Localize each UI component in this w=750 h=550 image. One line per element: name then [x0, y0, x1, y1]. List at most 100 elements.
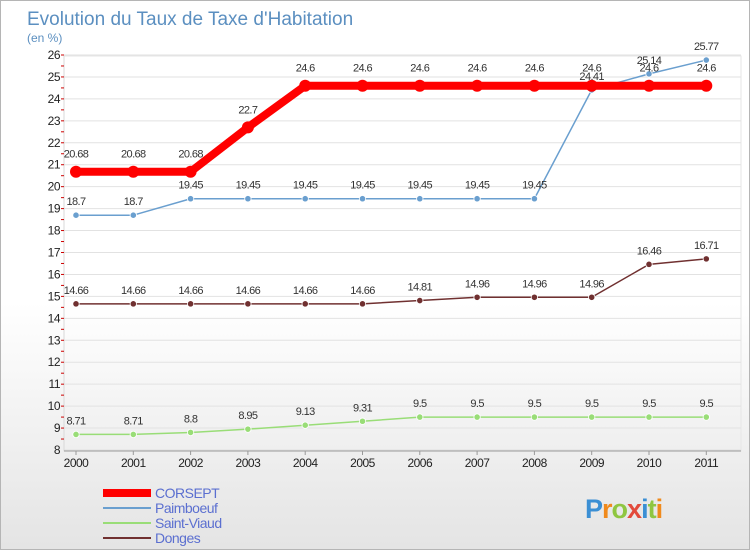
data-point-donges: [129, 300, 137, 308]
series-line-corsept: [76, 81, 707, 176]
data-point-saint-viaud: [358, 417, 367, 425]
y-tick-label: 24: [48, 92, 61, 106]
y-axis-ticks: 8 9 10 11 12 13 14 15 16 17 18 19 20 21 22 23 24 25 26: [48, 48, 62, 457]
series-line-donges: [76, 258, 707, 305]
data-point-paimboeuf: [645, 70, 653, 78]
data-point-saint-viaud: [588, 413, 596, 421]
data-label-paimboeuf: 18.7: [66, 196, 85, 208]
data-label-donges: 14.66: [64, 285, 89, 297]
y-tick-label: 22: [48, 136, 61, 150]
legend-label-paimboeuf: Paimboeuf: [155, 500, 218, 516]
data-point-paimboeuf: [301, 195, 309, 203]
data-point-corsept: [643, 79, 655, 92]
data-label-corsept: 24.6: [525, 63, 544, 75]
data-label-paimboeuf: 25.77: [694, 41, 719, 53]
data-label-donges: 14.66: [178, 285, 203, 297]
data-label-saint-viaud: 8.8: [184, 413, 198, 425]
data-point-corsept: [127, 165, 140, 178]
chart-title: Evolution du Taux de Taxe d'Habitation: [27, 9, 353, 30]
data-label-paimboeuf: 25.14: [637, 55, 662, 67]
data-label-donges: 14.66: [293, 285, 318, 297]
data-label-saint-viaud: 9.5: [642, 398, 656, 410]
data-label-corsept: 24.6: [639, 63, 658, 75]
data-point-donges: [530, 293, 539, 301]
data-point-donges: [702, 255, 710, 263]
data-point-saint-viaud: [416, 413, 424, 421]
x-tick-label: 2010: [637, 456, 663, 470]
data-point-corsept: [184, 165, 197, 178]
data-label-corsept: 20.68: [64, 149, 89, 161]
data-label-donges: 16.46: [637, 245, 662, 257]
data-point-corsept: [70, 165, 82, 178]
data-point-corsept: [356, 79, 369, 92]
logo-letter: r: [602, 494, 613, 524]
data-label-paimboeuf: 24.41: [579, 71, 604, 83]
data-label-donges: 14.66: [350, 285, 375, 297]
legend-label-saint-viaud: Saint-Viaud: [155, 515, 222, 531]
data-point-paimboeuf: [244, 195, 252, 203]
grid: [61, 54, 742, 452]
data-label-corsept: 20.68: [121, 149, 146, 161]
data-point-corsept: [700, 79, 713, 92]
x-tick-label: 2000: [64, 456, 90, 470]
data-point-donges: [358, 300, 367, 308]
data-labels: 8.71 8.71 8.8 8.95 9.13 9.31 9.5 9.5 9.5 9.5 9.5 9.…: [64, 41, 720, 427]
logo-letter: i: [656, 494, 663, 524]
series-line-saint-viaud: [76, 416, 707, 436]
data-point-donges: [416, 296, 424, 305]
y-tick-label: 21: [48, 158, 61, 172]
data-label-donges: 14.81: [408, 282, 433, 294]
data-label-paimboeuf: 19.45: [293, 180, 318, 192]
data-point-donges: [588, 293, 596, 301]
data-point-corsept: [585, 79, 598, 92]
x-tick-label: 2007: [465, 456, 491, 470]
logo-letter: t: [648, 494, 657, 524]
data-point-paimboeuf: [358, 195, 367, 203]
y-tick-label: 18: [48, 224, 61, 238]
y-tick-label: 12: [48, 355, 61, 369]
data-label-saint-viaud: 8.71: [66, 415, 85, 427]
logo-letter: o: [612, 494, 628, 524]
data-label-donges: 14.66: [121, 285, 146, 297]
data-label-corsept: 24.6: [582, 63, 601, 75]
data-point-saint-viaud: [702, 413, 710, 421]
y-tick-label: 9: [54, 421, 61, 435]
data-label-saint-viaud: 9.5: [700, 398, 714, 410]
y-tick-label: 17: [48, 246, 61, 260]
data-point-saint-viaud: [301, 421, 309, 429]
data-label-corsept: 20.68: [178, 149, 203, 161]
y-tick-label: 26: [48, 48, 61, 62]
data-label-saint-viaud: 9.5: [470, 398, 484, 410]
data-label-donges: 14.66: [236, 285, 261, 297]
y-tick-label: 19: [48, 202, 61, 216]
data-point-donges: [244, 300, 252, 308]
data-point-corsept: [471, 79, 484, 92]
data-point-paimboeuf: [530, 195, 539, 203]
data-point-paimboeuf: [187, 195, 195, 203]
y-tick-label: 16: [48, 267, 61, 281]
data-label-corsept: 24.6: [410, 63, 429, 75]
y-tick-label: 20: [48, 180, 61, 194]
data-point-donges: [72, 300, 80, 308]
data-point-saint-viaud: [244, 425, 252, 433]
data-label-saint-viaud: 9.5: [528, 398, 542, 410]
data-point-corsept: [413, 79, 426, 92]
data-label-corsept: 24.6: [697, 63, 716, 75]
data-point-corsept: [241, 121, 254, 134]
data-point-donges: [473, 293, 481, 301]
y-tick-label: 8: [54, 443, 61, 457]
y-tick-label: 11: [49, 377, 61, 391]
data-label-donges: 14.96: [579, 278, 604, 290]
data-point-donges: [301, 300, 309, 308]
data-point-saint-viaud: [129, 430, 137, 439]
x-tick-label: 2002: [178, 456, 204, 470]
data-point-paimboeuf: [473, 195, 481, 203]
x-tick-label: 2003: [236, 456, 262, 470]
data-label-donges: 16.71: [694, 240, 719, 252]
x-tick-label: 2004: [293, 456, 319, 470]
data-label-saint-viaud: 8.71: [124, 415, 143, 427]
data-point-corsept: [299, 79, 312, 92]
